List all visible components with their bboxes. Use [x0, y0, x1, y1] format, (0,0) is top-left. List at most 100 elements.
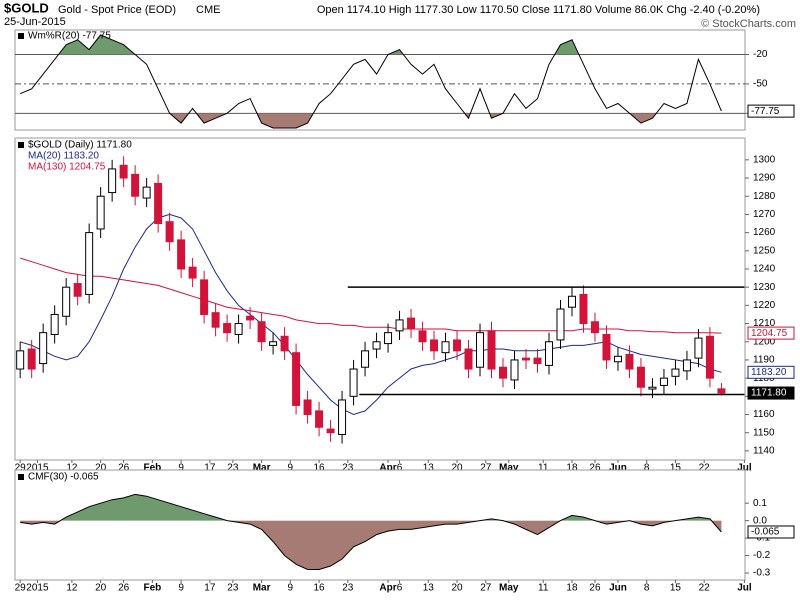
candle-body: [372, 341, 381, 350]
x-tick-label: Apr: [379, 583, 396, 594]
y-tick-label: 1200: [753, 336, 776, 347]
last-value-label: 1183.20: [751, 367, 787, 378]
x-tick-label: 11: [538, 463, 549, 474]
candle-body: [613, 355, 622, 363]
area-fill: [60, 494, 712, 521]
x-tick-label: 17: [204, 583, 216, 594]
x-tick-label: 15: [670, 463, 682, 474]
x-tick-label: 23: [342, 583, 354, 594]
candle-body: [499, 366, 508, 379]
x-tick-label: May: [499, 463, 519, 474]
x-tick-label: Mar: [253, 463, 271, 474]
candle-body: [544, 341, 553, 366]
candle-body: [73, 283, 82, 297]
x-tick-label: 20: [95, 583, 107, 594]
y-tick-label: 1140: [753, 446, 775, 457]
candle-body: [648, 386, 657, 390]
indicator-line: [20, 493, 722, 570]
candle-body: [303, 399, 312, 416]
x-tick-label: 13: [423, 463, 435, 474]
x-tick-label: 20: [451, 583, 463, 594]
candle-body: [177, 239, 186, 270]
x-tick-label: May: [499, 583, 519, 594]
x-tick-label: 23: [227, 583, 239, 594]
x-tick-label: 18: [566, 463, 578, 474]
x-tick-label: 18: [566, 583, 578, 594]
candle-body: [223, 323, 232, 334]
x-tick-label: Jul: [737, 463, 752, 474]
candle-body: [16, 350, 25, 370]
x-tick-label: 20: [95, 463, 107, 474]
candle-body: [384, 332, 393, 345]
y-tick-label: 1160: [753, 409, 775, 420]
candle-body: [510, 359, 519, 381]
legend-label: MA(20) 1183.20: [28, 151, 99, 162]
area-fill: [169, 113, 657, 128]
legend-icon: [18, 33, 24, 39]
x-tick-label: Apr: [379, 463, 396, 474]
x-tick-label: 23: [227, 463, 239, 474]
x-tick-label: 11: [538, 583, 549, 594]
panel-frame: [14, 137, 746, 461]
x-tick-label: 29: [15, 463, 27, 474]
candle-body: [338, 399, 347, 436]
candle-body: [108, 168, 117, 194]
x-tick-label: Jul: [737, 583, 752, 594]
x-tick-label: 29: [15, 583, 27, 594]
x-tick-label: 22: [699, 463, 711, 474]
candle-body: [211, 312, 220, 328]
x-tick-label: Mar: [253, 583, 271, 594]
last-value-box: [747, 326, 795, 340]
candle-body: [165, 221, 174, 243]
x-tick-label: 9: [288, 583, 294, 594]
candle-body: [602, 333, 611, 361]
x-tick-label: 8: [644, 463, 650, 474]
x-tick-label: 16: [314, 463, 326, 474]
x-tick-label: Feb: [143, 463, 161, 474]
x-tick-label: 12: [66, 463, 78, 474]
moving-average: [20, 257, 722, 334]
candle-body: [533, 357, 542, 365]
area-fill: [20, 34, 722, 55]
y-tick-label: 1230: [753, 282, 776, 293]
legend-label: $GOLD (Daily) 1171.80: [28, 140, 132, 151]
candle-body: [441, 341, 450, 354]
x-tick-label: 12: [66, 583, 78, 594]
candle-body: [430, 339, 439, 352]
x-tick-label: 22: [699, 583, 711, 594]
candle-body: [464, 348, 473, 370]
x-tick-label: 26: [118, 583, 130, 594]
y-tick-label: -20: [753, 49, 768, 60]
candle-body: [705, 335, 714, 379]
credit: © StockCharts.com: [701, 18, 796, 30]
candle-body: [717, 388, 726, 394]
y-tick-label: 1280: [753, 191, 776, 202]
last-value-box: [747, 525, 795, 539]
last-value-box: [747, 104, 795, 118]
legend-label: MA(130) 1204.75: [28, 162, 106, 173]
last-value-label: 1171.80: [751, 388, 787, 399]
candle-body: [39, 332, 48, 365]
candle-body: [62, 286, 71, 317]
candle-body: [200, 279, 209, 315]
candle-body: [234, 323, 243, 335]
candle-body: [292, 352, 301, 406]
x-tick-label: 9: [178, 463, 184, 474]
x-tick-label: Feb: [143, 583, 161, 594]
y-tick-label: 1220: [753, 300, 776, 311]
y-tick-label: 0.1: [753, 498, 767, 509]
x-tick-label: 17: [204, 463, 216, 474]
instrument-name: Gold - Spot Price (EOD): [58, 4, 176, 16]
x-tick-label: 27: [480, 463, 492, 474]
plot-area: [20, 493, 722, 570]
y-tick-label: 1260: [753, 227, 776, 238]
candle-body: [50, 313, 59, 335]
y-tick-label: -0.2: [753, 550, 771, 561]
y-tick-label: 1270: [753, 209, 776, 220]
x-tick-label: 6: [397, 463, 403, 474]
plot-area: [15, 34, 745, 129]
candle-body: [395, 319, 404, 332]
y-tick-label: 1150: [753, 427, 775, 438]
candle-body: [659, 377, 668, 386]
